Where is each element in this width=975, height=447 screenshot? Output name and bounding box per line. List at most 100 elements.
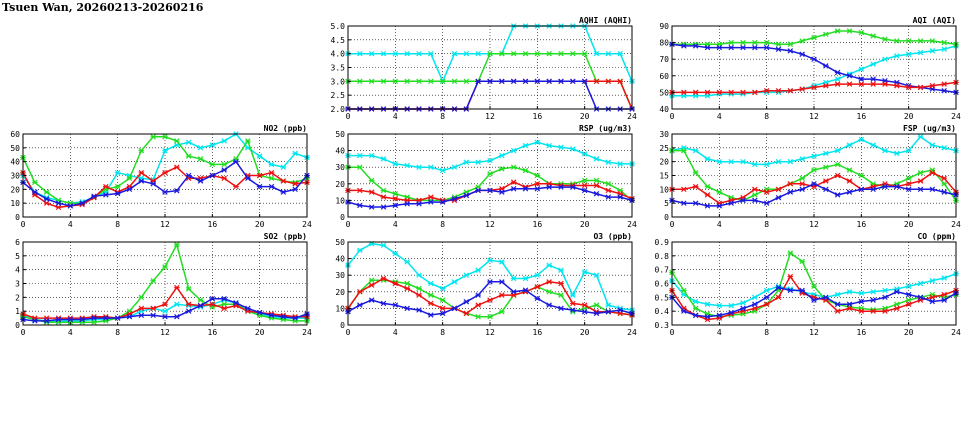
data-point bbox=[79, 316, 85, 323]
data-point bbox=[162, 264, 168, 270]
data-point bbox=[704, 313, 711, 320]
data-point bbox=[174, 187, 180, 194]
data-point bbox=[522, 287, 529, 293]
data-point bbox=[475, 313, 481, 320]
x-tick-label: 4 bbox=[393, 112, 398, 121]
data-point bbox=[522, 275, 529, 282]
data-point bbox=[894, 38, 900, 44]
x-tick-label: 12 bbox=[485, 220, 495, 229]
data-point bbox=[209, 142, 216, 148]
data-point bbox=[941, 145, 947, 151]
data-point bbox=[858, 298, 865, 305]
y-tick-label: 3 bbox=[15, 280, 20, 289]
data-point bbox=[534, 139, 541, 146]
x-tick-label: 4 bbox=[68, 328, 73, 337]
data-point bbox=[499, 189, 505, 195]
data-point bbox=[368, 204, 375, 210]
y-tick-label: 1 bbox=[15, 307, 20, 316]
data-point bbox=[357, 289, 363, 295]
y-tick-label: 5 bbox=[664, 199, 669, 208]
y-tick-label: 40 bbox=[659, 105, 669, 114]
data-point bbox=[799, 38, 805, 44]
y-tick-label: 60 bbox=[10, 130, 20, 139]
y-tick-label: 20 bbox=[335, 180, 345, 189]
data-point bbox=[929, 278, 936, 284]
data-point bbox=[126, 313, 133, 320]
data-point bbox=[858, 136, 865, 143]
data-point bbox=[905, 301, 912, 307]
data-point bbox=[728, 89, 734, 96]
data-point bbox=[929, 170, 936, 176]
data-point bbox=[763, 189, 770, 195]
data-point bbox=[126, 186, 133, 193]
y-tick-label: 0.3 bbox=[655, 321, 670, 330]
chart-fsp: 0 4 8 12 16 20 24 0 5 10 15 20 25 30 FSP (ug/m3) bbox=[659, 124, 961, 229]
data-point bbox=[605, 308, 612, 315]
data-point bbox=[593, 272, 600, 278]
data-point bbox=[917, 280, 924, 287]
data-point bbox=[138, 178, 145, 184]
y-tick-label: 50 bbox=[10, 144, 20, 153]
data-point bbox=[185, 308, 192, 314]
data-point bbox=[917, 186, 924, 193]
x-tick-label: 4 bbox=[393, 328, 398, 337]
y-tick-label: 0.9 bbox=[655, 238, 670, 247]
data-point bbox=[546, 142, 552, 149]
chart-title: NO2 (ppb) bbox=[264, 124, 307, 133]
data-point bbox=[380, 275, 387, 282]
data-point bbox=[917, 294, 924, 301]
data-point bbox=[534, 186, 541, 192]
data-point bbox=[858, 172, 865, 179]
data-point bbox=[428, 194, 434, 200]
data-point bbox=[617, 307, 623, 313]
data-point bbox=[763, 200, 770, 206]
data-point bbox=[268, 175, 275, 181]
data-point bbox=[811, 167, 817, 173]
data-point bbox=[185, 153, 192, 159]
x-tick-label: 8 bbox=[115, 328, 120, 337]
x-tick-label: 12 bbox=[809, 220, 819, 229]
data-point bbox=[103, 192, 109, 198]
data-point bbox=[463, 78, 470, 85]
data-point bbox=[558, 78, 564, 85]
data-point bbox=[114, 315, 121, 321]
data-point bbox=[357, 247, 363, 254]
x-tick-label: 12 bbox=[160, 220, 170, 229]
data-point bbox=[870, 61, 876, 67]
data-point bbox=[32, 179, 38, 186]
data-point bbox=[138, 305, 145, 312]
data-point bbox=[55, 200, 62, 206]
x-tick-label: 16 bbox=[857, 328, 867, 337]
data-point bbox=[752, 294, 758, 301]
x-tick-label: 0 bbox=[21, 220, 26, 229]
data-point bbox=[894, 83, 900, 89]
data-point bbox=[846, 142, 853, 148]
x-tick-label: 20 bbox=[904, 220, 914, 229]
data-point bbox=[428, 292, 434, 298]
data-point bbox=[546, 50, 552, 57]
x-tick-label: 8 bbox=[764, 328, 769, 337]
data-point bbox=[787, 88, 794, 94]
data-point bbox=[475, 78, 481, 85]
data-point bbox=[268, 312, 275, 319]
data-point bbox=[917, 84, 924, 91]
x-tick-label: 24 bbox=[302, 220, 312, 229]
y-tick-label: 0.5 bbox=[655, 293, 670, 302]
y-tick-label: 70 bbox=[659, 55, 669, 64]
data-point bbox=[546, 262, 552, 268]
data-point bbox=[558, 267, 564, 273]
data-point bbox=[716, 203, 723, 209]
data-point bbox=[126, 175, 133, 181]
data-point bbox=[799, 186, 805, 193]
data-point bbox=[799, 175, 805, 181]
data-point bbox=[380, 78, 387, 85]
data-point bbox=[894, 305, 900, 312]
data-point bbox=[280, 164, 287, 170]
data-point bbox=[368, 189, 375, 195]
data-point bbox=[905, 181, 912, 187]
data-point bbox=[917, 38, 924, 44]
y-tick-label: 2 bbox=[15, 293, 20, 302]
x-tick-label: 24 bbox=[627, 112, 637, 121]
data-point bbox=[392, 280, 399, 287]
